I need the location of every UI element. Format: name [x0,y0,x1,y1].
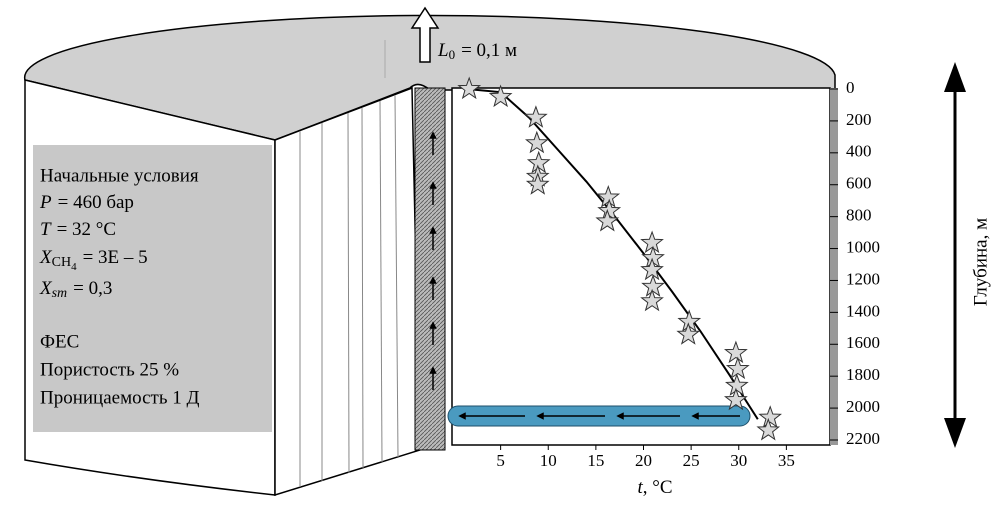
subscript: 0 [449,47,456,62]
y-tick-label: 600 [846,174,872,193]
y-tick-label: 800 [846,206,872,225]
symbol: t [637,477,643,498]
x-tick-label: 20 [635,451,652,470]
symbol: P [39,192,52,213]
data-point [723,340,748,364]
y-tick-label: 1000 [846,237,880,256]
porosity: Пористость 25 % [40,359,179,380]
y-tick-label: 1600 [846,333,880,352]
y-tick-label: 1400 [846,301,880,320]
conditions-box [33,145,272,432]
value: = 0,3 [73,278,112,299]
symbol: X [39,278,53,299]
value: = 460 бар [58,192,134,213]
x-axis-label: t, °C [637,477,672,498]
value: = 3E – 5 [83,247,148,268]
data-point [488,84,513,108]
x-tick-label: 25 [683,451,700,470]
y-tick-label: 0 [846,78,855,97]
symbol: L [437,40,449,61]
data-point [758,405,782,428]
unit: , °C [643,477,673,498]
subscript: 4 [71,261,77,273]
x-tick-label: 10 [540,451,557,470]
data-point [723,387,748,411]
data-point [725,356,750,380]
section: ФЕС [40,331,79,352]
data-point [676,322,701,345]
data-point [595,208,620,232]
subscript: CH [52,255,71,270]
sm: Xsm = 0,3 [39,278,112,301]
depth-arrow [944,62,966,448]
data-point [640,230,664,254]
value: = 32 °C [57,219,117,240]
subscript: sm [52,286,68,301]
data-point [523,105,548,128]
data-point [525,130,549,154]
symbol: X [39,247,53,268]
y-tick-label: 200 [846,110,872,129]
y-axis-label: Глубина, м [970,218,991,306]
y-tick-label: 400 [846,142,872,161]
length-label: L0 = 0,1 м [437,40,517,62]
temperature: T = 32 °C [40,219,116,240]
y-tick-label: 1800 [846,365,880,384]
x-tick-label: 5 [496,451,505,470]
y-tick-label: 2000 [846,397,880,416]
y-tick-label: 1200 [846,269,880,288]
plot: 5 10 15 20 25 30 35 0 200 400 600 800 1000 1200 1400 16… [457,76,880,470]
conditions: Начальные условия P = 460 бар T = 32 °C XC… [39,165,199,408]
pressure: P = 460 бар [39,192,134,213]
methane: XCH4 = 3E – 5 [39,247,148,272]
data-point [525,172,550,195]
symbol: T [40,219,52,240]
data-point [457,76,482,100]
x-tick-label: 30 [730,451,747,470]
conditions-title: Начальные условия [40,165,199,186]
data-point [640,257,664,281]
y-tick-label: 2200 [846,429,880,448]
water-flow [447,405,751,427]
data-point [640,288,664,312]
x-tick-label: 15 [587,451,604,470]
x-tick-label: 35 [778,451,795,470]
data-point [756,417,781,441]
permeability: Проницаемость 1 Д [40,387,199,408]
value: = 0,1 м [461,40,517,61]
